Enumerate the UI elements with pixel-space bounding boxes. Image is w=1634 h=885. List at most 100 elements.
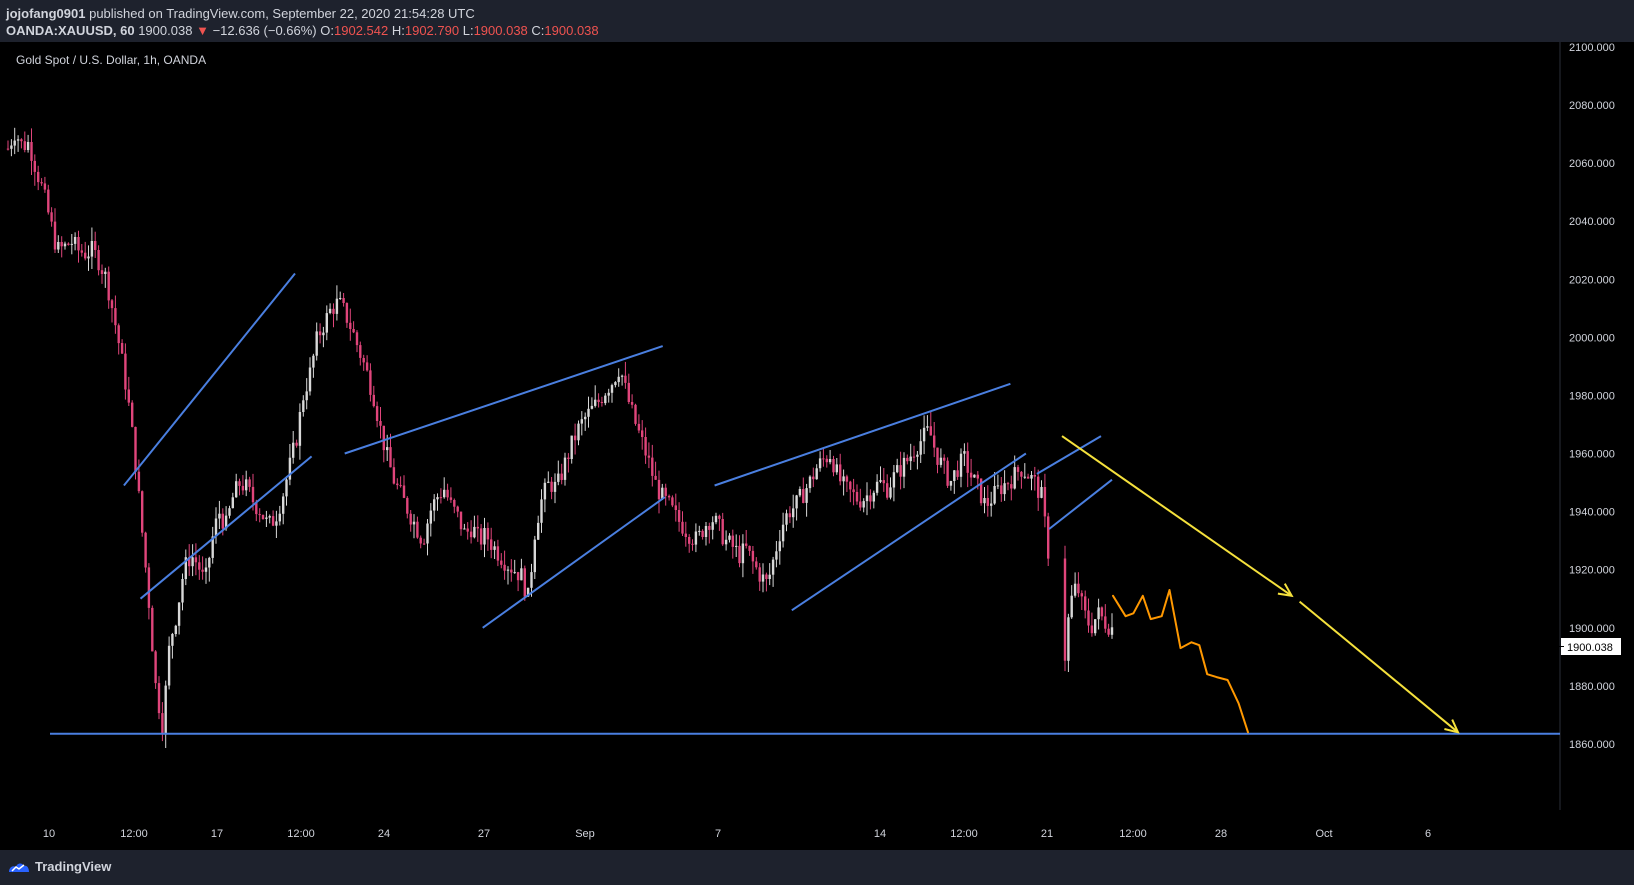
candle-body: [47, 189, 50, 213]
candle-body: [110, 300, 114, 309]
candle-body: [761, 574, 765, 582]
candle-body: [493, 546, 496, 550]
projection-path: [1112, 589, 1249, 734]
candle-body: [822, 458, 825, 460]
candle-body: [526, 587, 530, 597]
candle-body: [724, 539, 728, 545]
candle-body: [771, 559, 775, 575]
candle-body: [714, 515, 718, 523]
candle-body: [131, 402, 134, 427]
trendline: [1036, 435, 1102, 475]
candle-body: [607, 392, 610, 396]
plot-background: [0, 42, 1560, 810]
candle-body: [322, 332, 325, 336]
candle-body: [852, 489, 855, 493]
candle-body: [654, 475, 657, 480]
candle-body: [1063, 558, 1067, 661]
candle-body: [805, 488, 808, 503]
candle-body: [255, 502, 258, 515]
open-value: 1902.542: [334, 23, 389, 38]
x-tick-label: 27: [478, 828, 490, 840]
low-label: L:: [462, 23, 474, 38]
candle-body: [1037, 476, 1040, 498]
price-axis-labels: 2100.000 2080.000 2060.000 2040.000 2020.000…: [1569, 42, 1615, 751]
candle-body: [278, 513, 281, 522]
tradingview-logo[interactable]: TradingView: [8, 859, 111, 874]
x-tick-label: 24: [378, 828, 390, 840]
candle-body: [224, 515, 228, 529]
candle-body: [345, 303, 349, 323]
candle-body: [191, 557, 194, 567]
candle-body: [496, 546, 500, 561]
y-tick-label: 2020.000: [1569, 274, 1615, 286]
candle-body: [993, 486, 996, 504]
candle-body: [50, 212, 53, 222]
candle-body: [943, 457, 946, 461]
time-axis: [0, 810, 1634, 850]
candle-body: [875, 481, 879, 493]
candle-body: [889, 487, 892, 498]
candle-body: [1084, 596, 1087, 611]
candle-body: [567, 457, 570, 459]
candle-body: [63, 243, 67, 247]
candle-body: [849, 481, 852, 490]
candle-body: [486, 528, 490, 540]
candle-body: [181, 579, 184, 603]
y-tick-label: 2100.000: [1569, 42, 1615, 54]
candle-body: [419, 537, 422, 544]
candle-body: [798, 489, 802, 496]
candle-body: [882, 480, 885, 484]
candle-body: [781, 524, 785, 542]
candle-body: [409, 513, 412, 525]
candle-body: [201, 569, 204, 572]
candle-body: [60, 242, 63, 247]
publish-line: jojofang0901 published on TradingView.co…: [6, 6, 475, 21]
candle-body: [443, 489, 446, 498]
y-tick-label: 1880.000: [1569, 681, 1615, 693]
candle-body: [1087, 610, 1090, 626]
candle-body: [258, 514, 261, 516]
candle-body: [735, 545, 738, 547]
time-axis-labels: 10 12:00 17 12:00 24 27 Sep 7 14 12:00 21 12:00 28 Oc…: [43, 828, 1431, 840]
candle-body: [328, 308, 332, 313]
candle-body: [775, 551, 778, 560]
candle-body: [721, 519, 724, 545]
candle-body: [359, 345, 362, 358]
candle-body: [1100, 607, 1104, 617]
x-tick-label: 21: [1041, 828, 1053, 840]
candle-body: [597, 399, 600, 402]
symbol-label[interactable]: OANDA:XAUUSD, 60: [6, 23, 135, 38]
author-name[interactable]: jojofang0901: [6, 6, 86, 21]
candle-body: [718, 515, 721, 519]
candle-body: [57, 242, 60, 250]
candle-body: [308, 367, 312, 392]
candle-body: [523, 568, 526, 597]
candle-body: [1070, 595, 1073, 618]
candle-body: [711, 522, 714, 530]
chart-header: jojofang0901 published on TradingView.co…: [0, 0, 1634, 42]
candle-body: [114, 308, 117, 326]
last-price-badge: 1900.038: [1558, 638, 1621, 655]
price-chart[interactable]: 2100.000 2080.000 2060.000 2040.000 2020.000…: [0, 42, 1634, 850]
ohlc-line: OANDA:XAUUSD, 60 1900.038 ▼ −12.636 (−0.…: [6, 23, 599, 38]
candle-body: [40, 182, 43, 184]
candle-body: [1107, 628, 1110, 635]
candle-body: [969, 472, 973, 478]
candle-body: [355, 332, 359, 346]
candle-body: [634, 404, 637, 424]
candle-body: [282, 496, 285, 514]
candle-body: [916, 454, 919, 457]
candle-body: [144, 532, 147, 568]
candle-body: [758, 567, 761, 582]
candle-body: [315, 331, 318, 356]
candle-body: [614, 382, 617, 386]
y-tick-label: 2080.000: [1569, 100, 1615, 112]
x-tick-label: 10: [43, 828, 55, 840]
candle-body: [627, 382, 630, 402]
candle-body: [6, 148, 10, 150]
candle-body: [667, 495, 671, 498]
candle-body: [292, 442, 295, 458]
candle-body: [265, 517, 268, 519]
candle-body: [87, 256, 90, 259]
x-tick-label: 12:00: [120, 828, 148, 840]
